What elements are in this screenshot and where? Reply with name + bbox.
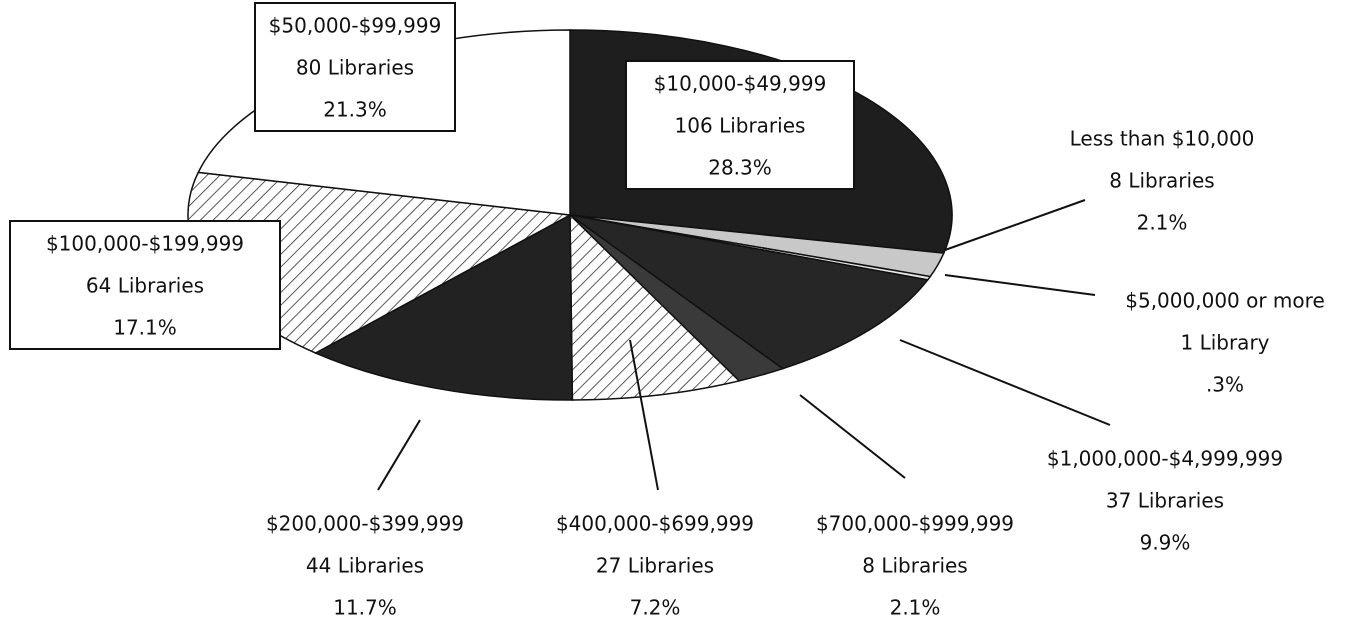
labels: $10,000-$49,999 106 Libraries 28.3% Less th… [9, 2, 1325, 620]
label-box [9, 220, 281, 350]
category-label: Less than $10,000 [1070, 127, 1255, 151]
slice-hatch [570, 215, 740, 400]
label-box [625, 60, 855, 190]
count-label: 1 Library [1180, 331, 1269, 355]
value-label: 2.1% [890, 596, 941, 620]
count-label: 44 Libraries [306, 554, 424, 578]
category-label: $100,000-$199,999 [46, 232, 244, 256]
value-label: .3% [1206, 373, 1244, 397]
leader-line [799, 394, 906, 479]
count-label: 8 Libraries [862, 554, 967, 578]
value-label: 11.7% [333, 596, 397, 620]
count-label: 8 Libraries [1109, 169, 1214, 193]
leader-line [629, 339, 659, 491]
value-label: 9.9% [1140, 531, 1191, 555]
pie-slice [313, 213, 574, 401]
category-label: $1,000,000-$4,999,999 [1047, 447, 1283, 471]
count-label: 37 Libraries [1106, 489, 1224, 513]
value-label: 2.1% [1137, 211, 1188, 235]
category-label: $10,000-$49,999 [654, 72, 827, 96]
value-label: 17.1% [113, 316, 177, 340]
category-label: $700,000-$999,999 [816, 512, 1014, 536]
value-label: 28.3% [708, 156, 772, 180]
leader-line [377, 419, 421, 491]
slice-hatch [187, 172, 570, 353]
value-label: 21.3% [323, 98, 387, 122]
pie-slice [569, 214, 930, 370]
count-label: 64 Libraries [86, 274, 204, 298]
category-label: $200,000-$399,999 [266, 512, 464, 536]
count-label: 106 Libraries [675, 114, 806, 138]
category-label: $400,000-$699,999 [556, 512, 754, 536]
leader-line [944, 199, 1086, 251]
label-box [254, 2, 456, 132]
category-label: $50,000-$99,999 [269, 14, 442, 38]
value-label: 7.2% [630, 596, 681, 620]
leader-line [944, 274, 1096, 296]
count-label: 80 Libraries [296, 56, 414, 80]
leader-line [899, 339, 1111, 426]
category-label: $5,000,000 or more [1125, 289, 1325, 313]
count-label: 27 Libraries [596, 554, 714, 578]
